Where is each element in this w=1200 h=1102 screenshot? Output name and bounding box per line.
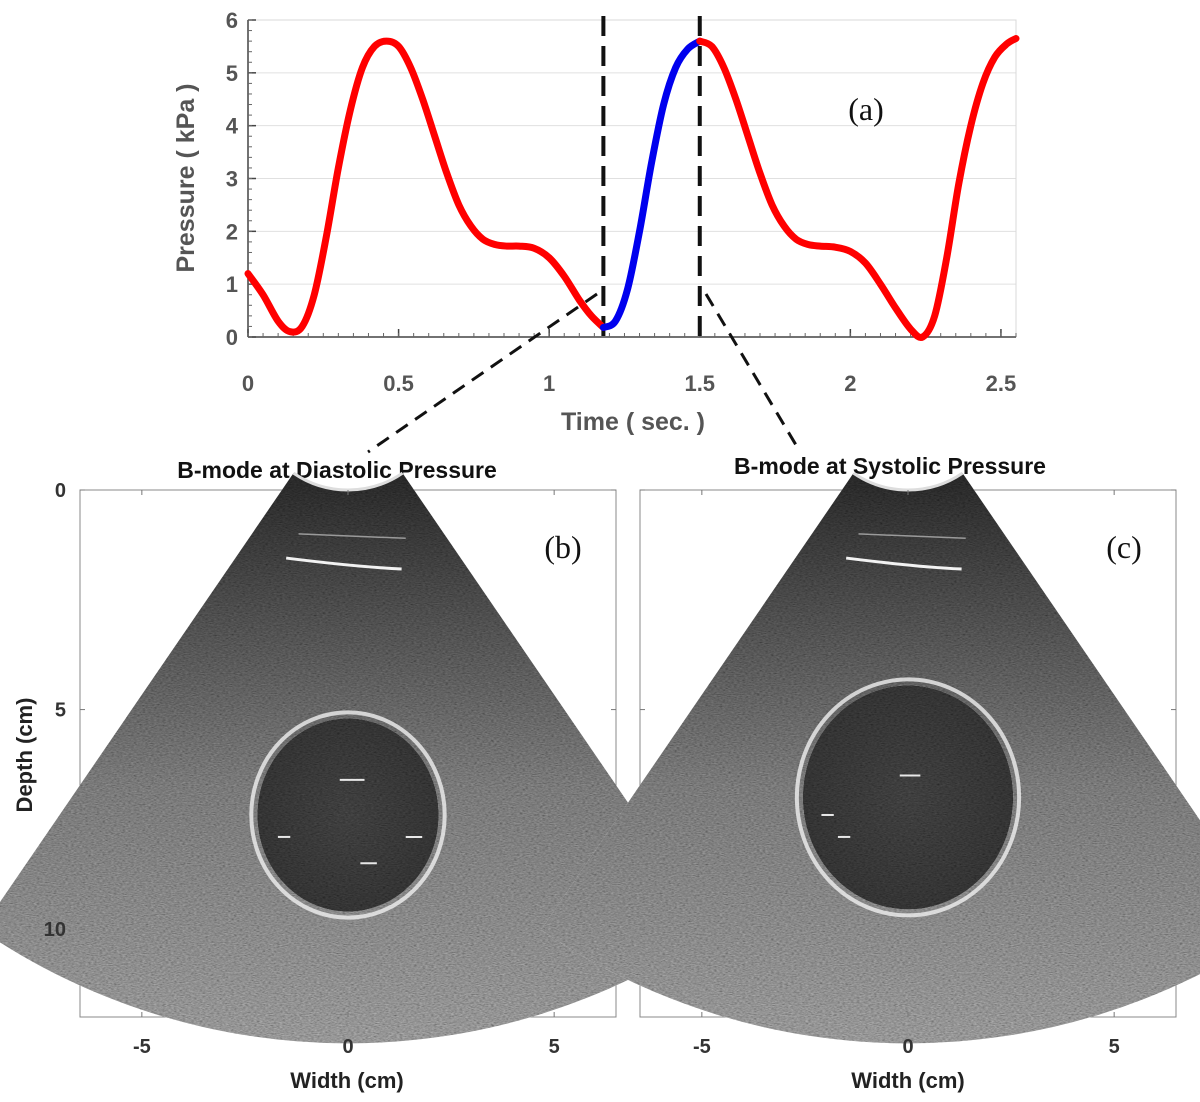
reflector-line-faint bbox=[298, 533, 406, 540]
inclusion bbox=[802, 685, 1014, 910]
y-tick-label: 3 bbox=[226, 167, 238, 192]
y-tick-label: 2 bbox=[226, 219, 238, 244]
bmode-image bbox=[0, 471, 715, 1044]
x-axis-title: Width (cm) bbox=[290, 1068, 403, 1093]
y-tick-label: 5 bbox=[226, 61, 238, 86]
pressure-chart: 0 1 2 3 4 5 6 0 0.5 1 1.5 2 2.5 Pressure ( kPa ) Ti… bbox=[172, 8, 1020, 436]
y-tick-label: 6 bbox=[226, 8, 238, 33]
y-axis-title: Pressure ( kPa ) bbox=[172, 84, 200, 273]
x-tick-label: -5 bbox=[693, 1036, 711, 1058]
series-group bbox=[244, 34, 1020, 341]
panel-label-a: (a) bbox=[848, 91, 884, 127]
x-tick-label: 0 bbox=[342, 1036, 353, 1058]
x-tick-label: 5 bbox=[549, 1036, 560, 1058]
panel-label-b: (b) bbox=[544, 529, 581, 565]
inclusion-wall bbox=[249, 710, 447, 920]
x-tick-label: 2.5 bbox=[986, 371, 1017, 396]
reflector-line-faint bbox=[858, 533, 966, 540]
series-line-pressure-red-2 bbox=[696, 34, 1020, 341]
inclusion-wall bbox=[794, 677, 1022, 918]
reflector-line bbox=[845, 556, 962, 571]
x-axis-title: Width (cm) bbox=[851, 1068, 964, 1093]
x-tick-label: 5 bbox=[1109, 1036, 1120, 1058]
series-line-pressure-blue bbox=[599, 37, 704, 331]
bmode-image bbox=[541, 471, 1200, 1044]
transducer-edge bbox=[292, 471, 404, 492]
connector-systolic bbox=[704, 293, 798, 446]
x-tick-label: 0 bbox=[242, 371, 254, 396]
bmode-title: B-mode at Diastolic Pressure bbox=[177, 457, 497, 483]
panel-label-c: (c) bbox=[1106, 529, 1142, 565]
x-ticks: 0 0.5 1 1.5 2 2.5 bbox=[242, 329, 1017, 396]
marker-lines bbox=[601, 16, 702, 337]
y-tick-label: 5 bbox=[55, 700, 66, 722]
x-tick-label: 0 bbox=[902, 1036, 913, 1058]
x-tick-label: 1 bbox=[543, 371, 555, 396]
y-tick-label: 1 bbox=[226, 272, 238, 297]
axis-ticks: -5 0 5 0 5 10 bbox=[44, 480, 616, 1058]
y-tick-label: 0 bbox=[55, 480, 66, 502]
inclusion bbox=[257, 718, 439, 912]
y-tick-label: 0 bbox=[226, 325, 238, 350]
y-tick-label: 10 bbox=[44, 919, 66, 941]
x-tick-label: -5 bbox=[133, 1036, 151, 1058]
series-line-pressure-red-1 bbox=[244, 37, 607, 336]
reflector-line bbox=[285, 556, 402, 571]
x-axis-title: Time ( sec. ) bbox=[561, 408, 705, 436]
x-tick-label: 1.5 bbox=[684, 371, 715, 396]
connector-diastolic bbox=[367, 292, 598, 454]
x-tick-label: 2 bbox=[844, 371, 856, 396]
bmode-title: B-mode at Systolic Pressure bbox=[734, 453, 1046, 479]
transducer-edge bbox=[852, 471, 964, 492]
y-axis-title: Depth (cm) bbox=[12, 698, 37, 813]
bmode-diastolic-panel: B-mode at Diastolic Pressure -5 0 5 0 5 10 (b… bbox=[0, 457, 715, 1093]
y-tick-label: 4 bbox=[226, 114, 239, 139]
axis-ticks: -5 0 5 bbox=[640, 489, 1176, 1058]
x-tick-label: 0.5 bbox=[383, 371, 414, 396]
bmode-systolic-panel: B-mode at Systolic Pressure -5 0 5 (c) Wid… bbox=[541, 453, 1200, 1093]
y-ticks: 0 1 2 3 4 5 6 bbox=[226, 8, 256, 350]
